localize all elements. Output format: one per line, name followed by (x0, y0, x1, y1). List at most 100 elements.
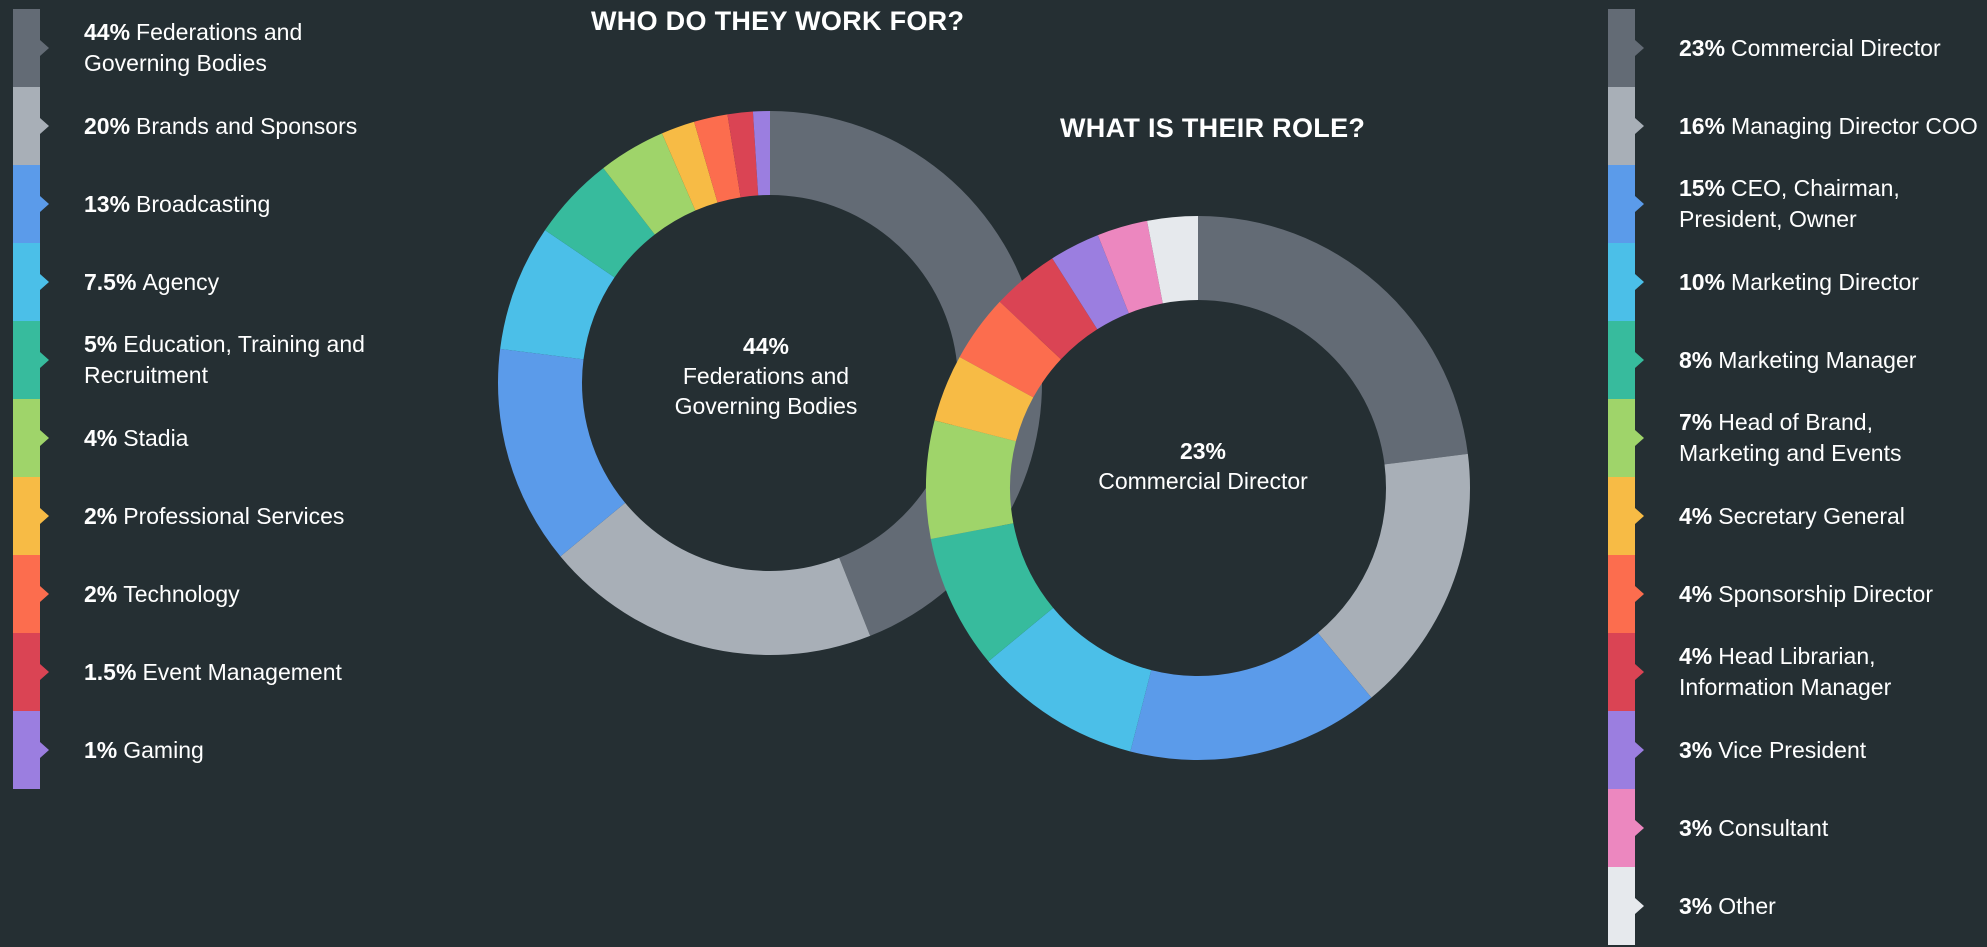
legend-pointer-icon (40, 352, 49, 368)
legend-pointer-icon (40, 586, 49, 602)
legend-label: Federations and Governing Bodies (84, 19, 303, 76)
donut-role (926, 216, 1470, 760)
legend-swatch (1608, 555, 1635, 633)
legend-label: Agency (142, 268, 220, 295)
work-slice-6 (661, 121, 718, 211)
role-slice-10 (1097, 220, 1163, 314)
legend-pct: 8% (1679, 346, 1713, 373)
legend-text: 16% Managing Director COO (1679, 87, 1979, 165)
legend-text: 2% Technology (84, 555, 414, 633)
legend-pointer-icon (1635, 508, 1644, 524)
legend-label: Professional Services (123, 502, 345, 529)
legend-swatch (1608, 633, 1635, 711)
legend-text: 4% Head Librarian, Information Manager (1679, 633, 1979, 711)
legend-pct: 3% (1679, 736, 1713, 763)
legend-pct: 2% (84, 580, 118, 607)
legend-pointer-icon (40, 664, 49, 680)
legend-pct: 4% (1679, 580, 1713, 607)
legend-text: 7.5% Agency (84, 243, 414, 321)
legend-text: 10% Marketing Director (1679, 243, 1979, 321)
role-slice-5 (926, 420, 1016, 539)
legend-swatch (1608, 477, 1635, 555)
legend-text: 44% Federations and Governing Bodies (84, 9, 414, 87)
work-slice-4 (545, 168, 655, 278)
legend-text: 7% Head of Brand, Marketing and Events (1679, 399, 1979, 477)
legend-pct: 1.5% (84, 658, 137, 685)
legend-text: 4% Secretary General (1679, 477, 1979, 555)
legend-pct: 10% (1679, 268, 1726, 295)
legend-text: 2% Professional Services (84, 477, 414, 555)
center-pct-role: 23% (1179, 438, 1227, 464)
legend-pointer-icon (1635, 196, 1644, 212)
legend-pct: 20% (84, 112, 131, 139)
legend-text: 3% Other (1679, 867, 1979, 945)
legend-pct: 7.5% (84, 268, 137, 295)
legend-label: CEO, Chairman, President, Owner (1679, 175, 1900, 232)
legend-pointer-icon (40, 40, 49, 56)
legend-swatch (13, 633, 40, 711)
work-slice-5 (603, 133, 696, 235)
work-slice-7 (694, 114, 741, 203)
legend-label: Gaming (123, 736, 204, 763)
role-slice-7 (959, 301, 1061, 398)
legend-pct: 1% (84, 736, 118, 763)
legend-swatch (13, 87, 40, 165)
legend-pointer-icon (40, 196, 49, 212)
legend-swatch (13, 477, 40, 555)
legend-pct: 13% (84, 190, 131, 217)
role-slice-1 (1317, 453, 1470, 698)
legend-pct: 7% (1679, 409, 1713, 435)
legend-text: 3% Vice President (1679, 711, 1979, 789)
legend-pct: 16% (1679, 112, 1726, 139)
legend-pct: 15% (1679, 175, 1726, 201)
legend-pointer-icon (1635, 898, 1644, 914)
legend-pointer-icon (1635, 352, 1644, 368)
legend-label: Managing Director COO (1731, 112, 1978, 139)
legend-label: Head Librarian, Information Manager (1679, 643, 1892, 700)
chart-title-role: WHAT IS THEIR ROLE? (1060, 113, 1366, 143)
legend-pct: 2% (84, 502, 118, 529)
legend-swatch (13, 243, 40, 321)
legend-text: 1.5% Event Management (84, 633, 414, 711)
legend-pct: 5% (84, 331, 118, 357)
legend-swatch (1608, 711, 1635, 789)
legend-label: Head of Brand, Marketing and Events (1679, 409, 1902, 466)
legend-label: Education, Training and Recruitment (84, 331, 365, 388)
legend-pct: 4% (84, 424, 118, 451)
legend-pointer-icon (40, 430, 49, 446)
legend-pct: 3% (1679, 892, 1713, 919)
role-slice-9 (1052, 235, 1129, 330)
role-slice-4 (930, 523, 1054, 662)
legend-pct: 23% (1679, 34, 1726, 61)
legend-text: 5% Education, Training and Recruitment (84, 321, 414, 399)
legend-swatch (13, 555, 40, 633)
legend-pointer-icon (1635, 118, 1644, 134)
legend-label: Technology (123, 580, 240, 607)
legend-text: 13% Broadcasting (84, 165, 414, 243)
legend-pct: 44% (84, 19, 131, 45)
legend-label: Stadia (123, 424, 189, 451)
role-slice-8 (999, 258, 1098, 360)
role-slice-2 (1130, 632, 1372, 760)
legend-swatch (1608, 165, 1635, 243)
legend-label: Brands and Sponsors (136, 112, 358, 139)
center-pct-work: 44% (742, 333, 790, 359)
legend-label: Marketing Director (1731, 268, 1919, 295)
work-slice-9 (752, 111, 770, 196)
center-label-role: 23% Commercial Director (1073, 436, 1333, 496)
role-slice-0 (1198, 216, 1468, 465)
work-slice-8 (727, 111, 759, 198)
legend-pointer-icon (1635, 664, 1644, 680)
legend-swatch (1608, 399, 1635, 477)
role-slice-11 (1147, 216, 1198, 304)
legend-swatch (13, 321, 40, 399)
legend-label: Marketing Manager (1718, 346, 1917, 373)
legend-swatch (13, 399, 40, 477)
legend-label: Secretary General (1718, 502, 1905, 529)
work-slice-1 (560, 502, 871, 656)
legend-text: 3% Consultant (1679, 789, 1979, 867)
legend-swatch (1608, 243, 1635, 321)
legend-pct: 3% (1679, 814, 1713, 841)
work-slice-3 (500, 230, 615, 360)
